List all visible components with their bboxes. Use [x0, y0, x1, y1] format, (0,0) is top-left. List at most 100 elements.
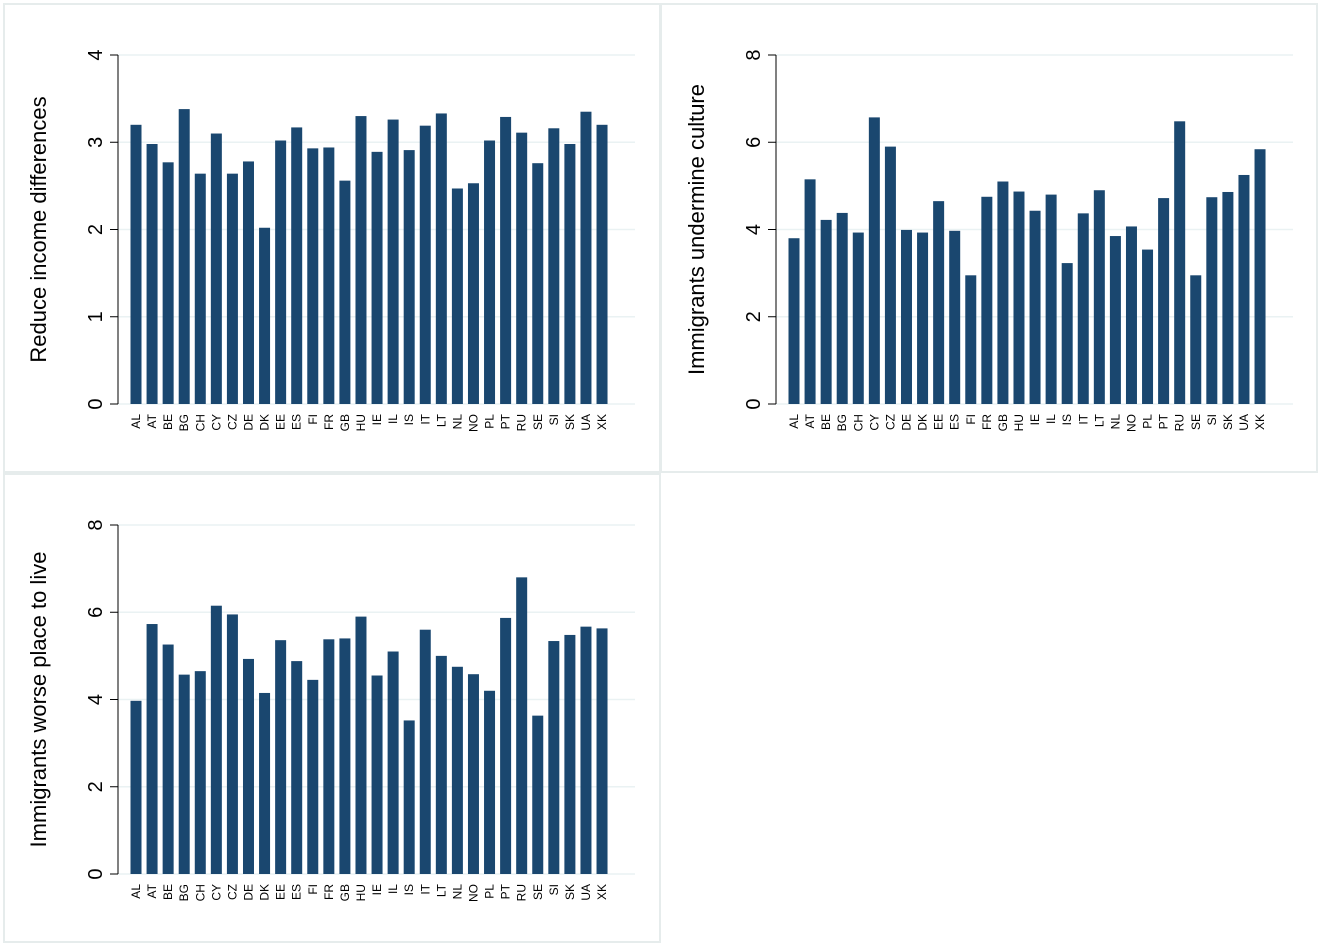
x-tick-label: FI: [964, 414, 978, 425]
bar: [403, 150, 415, 404]
x-tick-label: AL: [129, 414, 143, 429]
bar: [242, 161, 254, 404]
bar: [532, 163, 544, 404]
bar: [162, 162, 174, 404]
x-tick-label: DK: [916, 414, 930, 431]
y-tick-label: 4: [85, 694, 107, 705]
bar: [130, 700, 142, 874]
x-tick-label: XK: [1253, 414, 1267, 430]
x-tick-label: CH: [193, 414, 207, 431]
bar: [291, 127, 303, 404]
x-tick-label: CZ: [225, 884, 239, 900]
bar: [1013, 191, 1025, 404]
bar: [1125, 226, 1137, 404]
bar: [194, 173, 206, 404]
bar: [820, 219, 832, 404]
bar: [852, 232, 864, 404]
y-tick-label: 2: [85, 781, 107, 792]
y-tick-label: 0: [85, 868, 107, 879]
bar: [1077, 213, 1089, 404]
bar: [484, 690, 496, 874]
x-tick-label: CZ: [883, 414, 897, 430]
x-tick-label: AT: [145, 413, 159, 428]
bar: [210, 133, 222, 404]
bar: [949, 230, 961, 404]
x-tick-label: LT: [434, 413, 448, 427]
x-tick-label: UA: [1237, 414, 1251, 431]
x-tick-label: AL: [787, 414, 801, 429]
x-tick-label: NL: [450, 414, 464, 430]
x-tick-label: CY: [867, 414, 881, 431]
bar: [419, 629, 431, 874]
bar: [836, 212, 848, 404]
y-tick-label: 0: [85, 398, 107, 409]
bar: [291, 661, 303, 874]
x-tick-label: BE: [819, 414, 833, 430]
bar: [451, 188, 463, 404]
bar: [259, 227, 271, 404]
bar: [1045, 194, 1057, 404]
x-tick-label: PL: [483, 414, 497, 429]
x-tick-label: IL: [386, 414, 400, 424]
x-tick-label: FI: [306, 414, 320, 425]
bar: [435, 113, 447, 405]
x-tick-label: IE: [370, 414, 384, 425]
bar: [387, 651, 399, 874]
bar: [564, 143, 576, 404]
x-tick-label: IL: [386, 884, 400, 894]
x-tick-label: LT: [1092, 413, 1106, 427]
x-tick-label: SE: [531, 884, 545, 900]
bar: [900, 229, 912, 404]
x-tick-label: FR: [322, 414, 336, 430]
bar: [884, 146, 896, 405]
y-tick-label: 2: [743, 311, 765, 322]
x-tick-label: CY: [209, 884, 223, 901]
x-tick-label: UA: [579, 414, 593, 431]
bar: [387, 119, 399, 404]
bar: [451, 666, 463, 874]
bar: [210, 605, 222, 874]
x-tick-label: IT: [418, 413, 432, 424]
bar: [226, 173, 238, 404]
x-tick-label: ES: [290, 414, 304, 430]
x-tick-label: ES: [290, 884, 304, 900]
x-tick-label: AT: [145, 883, 159, 898]
x-tick-label: CH: [851, 414, 865, 431]
x-tick-label: BG: [835, 414, 849, 431]
x-tick-label: NL: [1108, 414, 1122, 430]
bar: [403, 720, 415, 874]
bar: [371, 675, 383, 874]
bar: [275, 640, 287, 874]
y-tick-label: 0: [743, 398, 765, 409]
bar: [917, 232, 929, 404]
y-tick-label: 6: [743, 137, 765, 148]
bar: [997, 181, 1009, 404]
bar: [1206, 197, 1218, 404]
x-tick-label: NO: [1124, 414, 1138, 432]
bar: [307, 148, 319, 404]
x-tick-label: PT: [499, 413, 513, 429]
y-tick-label: 8: [743, 49, 765, 60]
bar: [580, 111, 592, 405]
bar: [1222, 191, 1234, 404]
bar: [484, 140, 496, 404]
y-tick-label: 3: [85, 137, 107, 148]
x-tick-label: DE: [241, 884, 255, 901]
x-tick-label: DK: [258, 414, 272, 431]
x-tick-label: CZ: [225, 414, 239, 430]
x-tick-label: IS: [1060, 414, 1074, 425]
x-tick-label: UA: [579, 884, 593, 901]
y-tick-label: 2: [85, 224, 107, 235]
x-tick-label: IE: [1028, 414, 1042, 425]
x-tick-label: NL: [450, 884, 464, 900]
bar: [788, 238, 800, 404]
bar: [1254, 149, 1266, 404]
x-tick-label: GB: [338, 884, 352, 901]
y-tick-label: 4: [743, 224, 765, 235]
bar: [516, 132, 528, 404]
bar: [467, 674, 479, 874]
x-tick-label: PL: [1141, 414, 1155, 429]
x-tick-label: SK: [563, 414, 577, 430]
bar: [981, 196, 993, 404]
